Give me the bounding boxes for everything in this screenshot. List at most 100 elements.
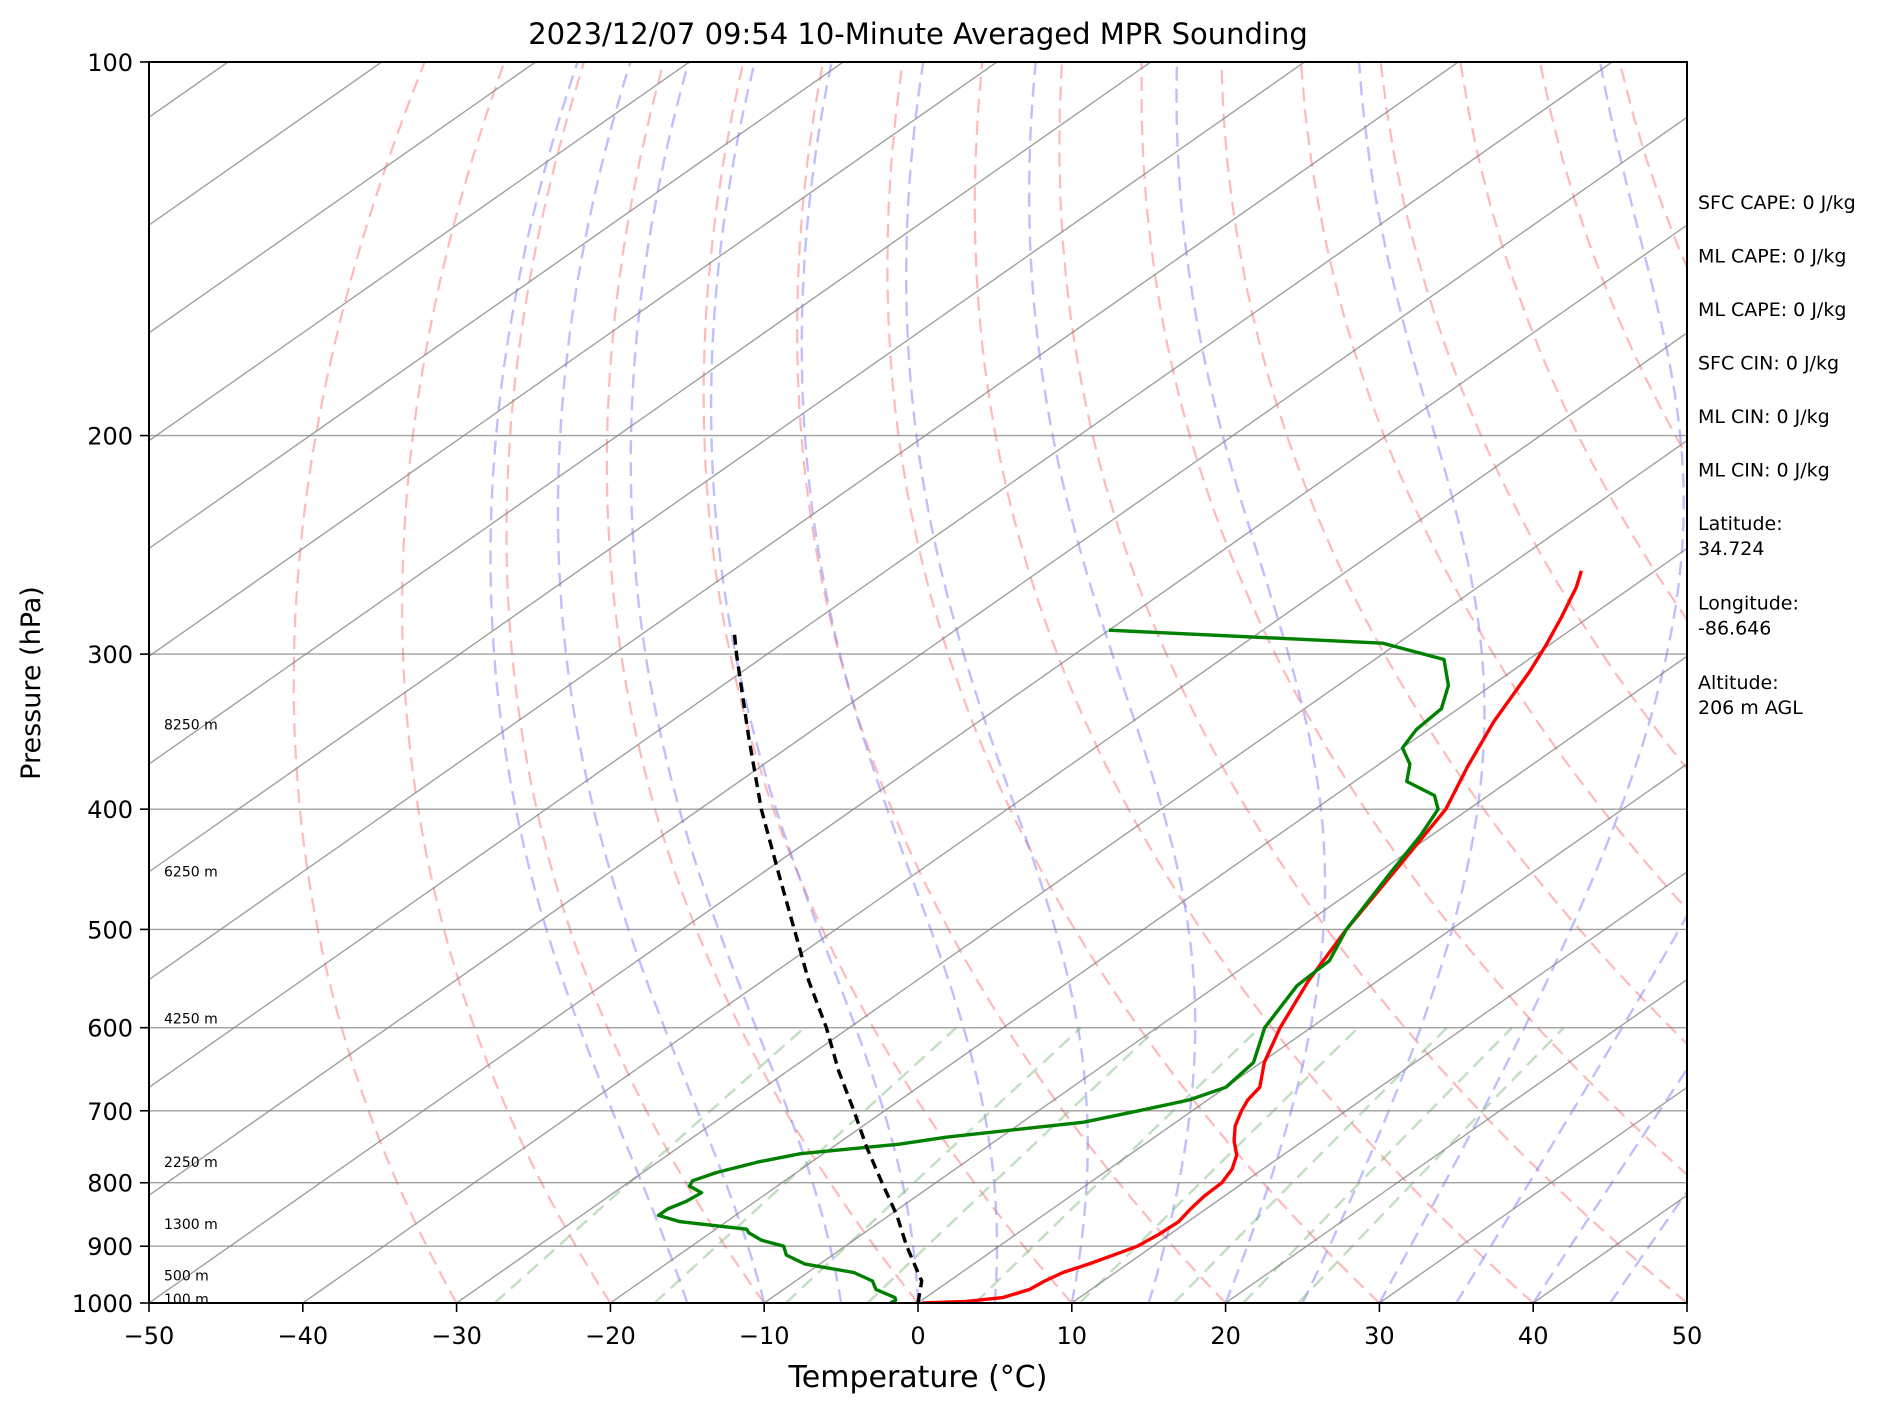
y-tick-label: 1000	[72, 1290, 133, 1318]
x-tick-label: 50	[1672, 1322, 1703, 1350]
moist-adiabat	[489, 62, 689, 1303]
y-tick-label: 900	[87, 1233, 133, 1261]
isotherm	[149, 62, 690, 442]
height-label: 4250 m	[164, 1012, 218, 1028]
isotherm	[149, 62, 1459, 981]
isotherm	[302, 332, 1687, 1303]
annotation-text: Longitude: -86.646	[1698, 593, 1799, 640]
mixing-ratio-line	[1173, 1026, 1448, 1303]
annotation-text: ML CAPE: 0 J/kg	[1698, 299, 1846, 321]
x-tick-label: 0	[910, 1322, 925, 1350]
mixing-ratio-line	[493, 1026, 806, 1303]
sounding-traces	[656, 570, 1584, 1303]
annotation-text: Latitude: 34.724	[1698, 513, 1783, 560]
isotherm	[1071, 870, 1687, 1303]
annotation-text: ML CIN: 0 J/kg	[1698, 406, 1830, 428]
isotherm	[609, 547, 1687, 1303]
dry-adiabat	[795, 62, 1227, 1303]
x-axis-label: Temperature (°C)	[788, 1360, 1048, 1395]
x-tick-label: 10	[1057, 1322, 1088, 1350]
moist-adiabat	[800, 62, 999, 1303]
height-label: 2250 m	[164, 1155, 218, 1171]
dry-adiabat	[1140, 62, 1687, 1177]
dry-adiabat	[1058, 62, 1687, 1303]
moist-adiabat	[629, 62, 843, 1303]
background-lines	[149, 62, 1893, 1303]
dry-adiabat	[505, 62, 766, 1303]
y-axis: 100 200 300 400 500 600 700 800 900 1000	[72, 49, 149, 1318]
height-label: 8250 m	[164, 718, 218, 734]
height-label: 100 m	[164, 1292, 209, 1308]
x-tick-label: −40	[277, 1322, 328, 1350]
annotation-text: SFC CAPE: 0 J/kg	[1698, 192, 1856, 214]
dewpoint-trace	[656, 628, 1451, 1303]
mixing-ratio-line	[653, 1026, 958, 1303]
moist-adiabat	[1455, 913, 1687, 1303]
mixing-ratio-line	[866, 1026, 1159, 1303]
moist-adiabat	[904, 62, 1089, 1303]
x-tick-label: −50	[124, 1322, 175, 1350]
isotherm	[456, 439, 1687, 1303]
x-tick-label: 20	[1210, 1322, 1241, 1350]
moist-adiabat	[709, 62, 920, 1303]
dry-adiabat	[1459, 62, 1687, 622]
temperature-trace	[922, 570, 1584, 1303]
x-tick-label: −10	[739, 1322, 790, 1350]
mixing-ratio-line	[974, 1026, 1261, 1303]
dry-adiabat	[401, 62, 612, 1303]
x-tick-label: 30	[1364, 1322, 1395, 1350]
annotation-text: ML CIN: 0 J/kg	[1698, 460, 1830, 482]
mixing-ratio-line	[1297, 1026, 1565, 1303]
chart-title: 2023/12/07 09:54 10-Minute Averaged MPR …	[528, 17, 1308, 51]
moist-adiabat	[1301, 62, 1486, 1303]
isotherm	[917, 763, 1687, 1303]
moist-adiabat	[1175, 62, 1327, 1303]
x-axis: −50 −40 −30 −20 −10 0 10 20 30 40 50	[124, 1303, 1703, 1350]
isotherm	[149, 62, 1613, 1089]
height-label: 1300 m	[164, 1217, 218, 1233]
isotherm	[149, 62, 536, 334]
x-tick-label: −20	[585, 1322, 636, 1350]
dry-adiabat	[1220, 62, 1687, 1046]
annotation-text: Altitude: 206 m AGL	[1698, 672, 1803, 719]
y-tick-label: 200	[87, 423, 133, 451]
moist-adiabat	[556, 62, 766, 1303]
y-tick-label: 600	[87, 1015, 133, 1043]
dry-adiabat	[1299, 62, 1687, 911]
annotation-text: SFC CIN: 0 J/kg	[1698, 353, 1839, 375]
dry-adiabat	[886, 62, 1381, 1303]
isotherm	[149, 116, 1687, 1197]
sounding-annotations: SFC CAPE: 0 J/kg ML CAPE: 0 J/kg ML CAPE: …	[1698, 192, 1856, 719]
isotherm	[763, 655, 1687, 1303]
annotation-text: ML CAPE: 0 J/kg	[1698, 246, 1846, 268]
y-tick-label: 800	[87, 1170, 133, 1198]
y-tick-label: 100	[87, 49, 133, 77]
dry-adiabat	[605, 62, 919, 1303]
dry-adiabat	[1859, 62, 1893, 1303]
isotherm	[1378, 1086, 1687, 1303]
x-tick-label: −30	[431, 1322, 482, 1350]
moist-adiabat	[1027, 62, 1197, 1303]
dry-adiabat	[702, 62, 1073, 1303]
height-labels: 100 m 500 m 1300 m 2250 m 4250 m 6250 m 8250 m	[164, 718, 218, 1308]
isotherm	[149, 62, 1152, 765]
mixing-ratio-line	[785, 1026, 1082, 1303]
mixing-ratio-line	[1078, 1026, 1359, 1303]
plot-frame	[148, 61, 1688, 1304]
isotherm	[149, 62, 844, 550]
y-tick-label: 700	[87, 1098, 133, 1126]
isotherm	[149, 224, 1687, 1303]
y-axis-label: Pressure (hPa)	[16, 586, 47, 780]
y-tick-label: 400	[87, 796, 133, 824]
parcel-trace	[732, 633, 924, 1303]
isotherm	[149, 62, 998, 658]
y-tick-label: 300	[87, 641, 133, 669]
isotherm	[149, 62, 1305, 873]
isotherm	[1225, 978, 1687, 1303]
x-tick-label: 40	[1518, 1322, 1549, 1350]
isotherm	[149, 62, 383, 226]
dry-adiabat	[292, 62, 458, 1303]
height-label: 500 m	[164, 1268, 209, 1284]
moist-adiabat	[1378, 62, 1685, 1303]
